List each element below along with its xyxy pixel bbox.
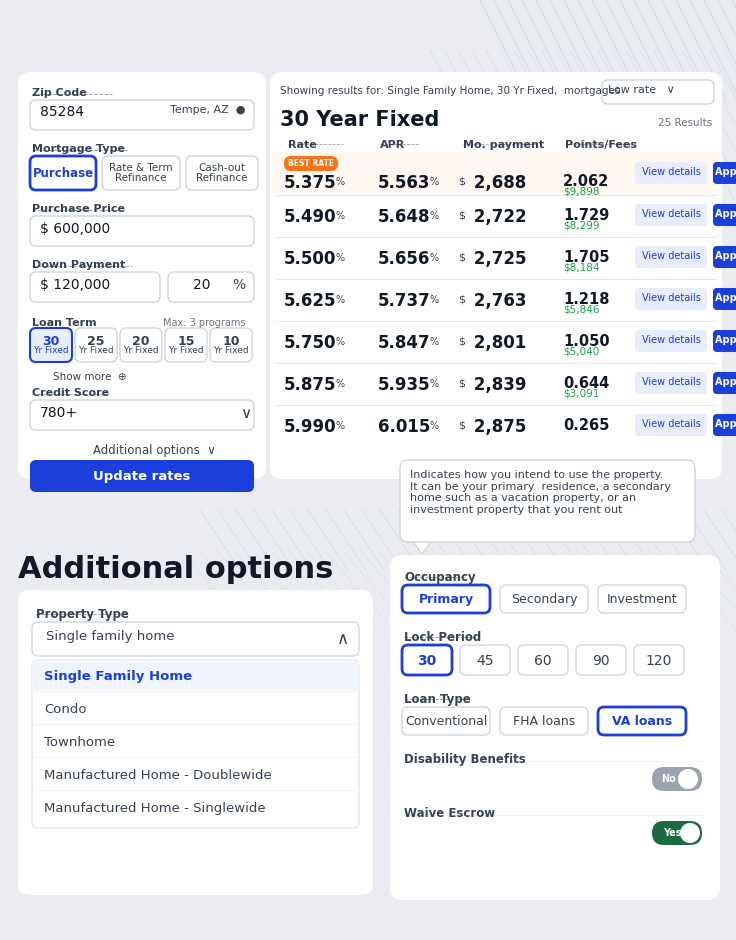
FancyBboxPatch shape xyxy=(713,330,736,352)
Text: Conventional: Conventional xyxy=(405,715,487,728)
Text: $8,299: $8,299 xyxy=(563,221,600,231)
Text: 30 Year Fixed: 30 Year Fixed xyxy=(280,110,439,130)
Text: 2.062: 2.062 xyxy=(563,174,609,189)
FancyBboxPatch shape xyxy=(652,767,702,791)
FancyBboxPatch shape xyxy=(30,460,254,492)
Text: 5.875: 5.875 xyxy=(284,376,336,394)
Text: View details: View details xyxy=(642,209,701,219)
Text: Additional options: Additional options xyxy=(18,555,333,584)
Text: Cash-out: Cash-out xyxy=(199,163,246,173)
FancyBboxPatch shape xyxy=(634,645,684,675)
Text: $: $ xyxy=(458,336,465,346)
FancyBboxPatch shape xyxy=(635,330,707,352)
Text: 5.375: 5.375 xyxy=(284,174,336,192)
FancyBboxPatch shape xyxy=(500,707,588,735)
FancyBboxPatch shape xyxy=(460,645,510,675)
Text: %: % xyxy=(430,253,439,263)
Text: Single family home: Single family home xyxy=(46,630,174,643)
Text: Update rates: Update rates xyxy=(93,470,191,483)
FancyBboxPatch shape xyxy=(210,328,252,362)
Text: 85284: 85284 xyxy=(40,105,84,119)
Circle shape xyxy=(678,769,698,789)
FancyBboxPatch shape xyxy=(30,216,254,246)
Text: 0.265: 0.265 xyxy=(563,418,609,433)
Text: %: % xyxy=(336,337,345,347)
Text: $5,040: $5,040 xyxy=(563,347,599,357)
Text: Indicates how you intend to use the property.
It can be your primary  residence,: Indicates how you intend to use the prop… xyxy=(410,470,671,515)
FancyBboxPatch shape xyxy=(713,162,736,184)
Text: 5.563: 5.563 xyxy=(378,174,431,192)
Text: 60: 60 xyxy=(534,654,552,668)
FancyBboxPatch shape xyxy=(186,156,258,190)
Text: Additional options  ∨: Additional options ∨ xyxy=(93,444,216,457)
Text: 5.750: 5.750 xyxy=(284,334,336,352)
Text: 2,839: 2,839 xyxy=(468,376,526,394)
Circle shape xyxy=(680,823,700,843)
Text: $: $ xyxy=(458,176,465,186)
FancyBboxPatch shape xyxy=(576,645,626,675)
FancyBboxPatch shape xyxy=(402,645,452,675)
Text: Mortgage Type: Mortgage Type xyxy=(32,144,125,154)
Text: 2,763: 2,763 xyxy=(468,292,526,310)
Text: Investment: Investment xyxy=(606,593,677,606)
Text: 10: 10 xyxy=(222,335,240,348)
FancyBboxPatch shape xyxy=(32,622,359,656)
Text: Apply now: Apply now xyxy=(715,419,736,429)
Text: Primary: Primary xyxy=(419,593,473,606)
Text: 20: 20 xyxy=(132,335,149,348)
Text: Yr Fixed: Yr Fixed xyxy=(123,346,159,355)
Text: View details: View details xyxy=(642,377,701,387)
Text: Zip Code: Zip Code xyxy=(32,88,87,98)
FancyBboxPatch shape xyxy=(102,156,180,190)
Text: 1.705: 1.705 xyxy=(563,250,609,265)
Text: 2,801: 2,801 xyxy=(468,334,526,352)
FancyBboxPatch shape xyxy=(270,72,722,479)
Text: Waive Escrow: Waive Escrow xyxy=(404,807,495,820)
Text: 5.847: 5.847 xyxy=(378,334,431,352)
Text: 30: 30 xyxy=(42,335,60,348)
Text: Yr Fixed: Yr Fixed xyxy=(33,346,68,355)
Text: 5.490: 5.490 xyxy=(284,208,336,226)
Text: ∨: ∨ xyxy=(240,406,251,421)
FancyBboxPatch shape xyxy=(168,272,254,302)
Text: %: % xyxy=(430,177,439,187)
Text: Condo: Condo xyxy=(44,703,87,716)
FancyBboxPatch shape xyxy=(18,590,373,895)
FancyBboxPatch shape xyxy=(602,80,714,104)
Text: $: $ xyxy=(458,378,465,388)
Text: Yes: Yes xyxy=(662,828,682,838)
FancyBboxPatch shape xyxy=(30,100,254,130)
Text: No: No xyxy=(661,774,676,784)
Text: %: % xyxy=(430,421,439,431)
Polygon shape xyxy=(413,542,431,554)
Text: 45: 45 xyxy=(476,654,494,668)
Text: Apply now: Apply now xyxy=(715,251,736,261)
Text: Apply now: Apply now xyxy=(715,167,736,177)
Text: APR: APR xyxy=(380,140,406,150)
Text: View details: View details xyxy=(642,251,701,261)
FancyBboxPatch shape xyxy=(272,152,720,193)
Text: 5.625: 5.625 xyxy=(284,292,336,310)
Text: 2,688: 2,688 xyxy=(468,174,526,192)
FancyBboxPatch shape xyxy=(18,72,266,479)
Text: Yr Fixed: Yr Fixed xyxy=(213,346,249,355)
FancyBboxPatch shape xyxy=(284,156,338,171)
Text: 25 Results: 25 Results xyxy=(658,118,712,128)
FancyBboxPatch shape xyxy=(390,555,720,900)
Text: 5.500: 5.500 xyxy=(284,250,336,268)
Text: ∧: ∧ xyxy=(337,630,349,648)
FancyBboxPatch shape xyxy=(32,660,359,828)
Text: $5,846: $5,846 xyxy=(563,305,600,315)
FancyBboxPatch shape xyxy=(713,246,736,268)
FancyBboxPatch shape xyxy=(713,288,736,310)
Text: Apply now: Apply now xyxy=(715,209,736,219)
FancyBboxPatch shape xyxy=(518,645,568,675)
Text: Lock Period: Lock Period xyxy=(404,631,481,644)
Text: Rate: Rate xyxy=(288,140,316,150)
Text: $ 120,000: $ 120,000 xyxy=(40,278,110,292)
Text: $: $ xyxy=(458,294,465,304)
Text: %: % xyxy=(336,379,345,389)
Text: Show more  ⊕: Show more ⊕ xyxy=(53,372,127,382)
Text: 6.015: 6.015 xyxy=(378,418,431,436)
